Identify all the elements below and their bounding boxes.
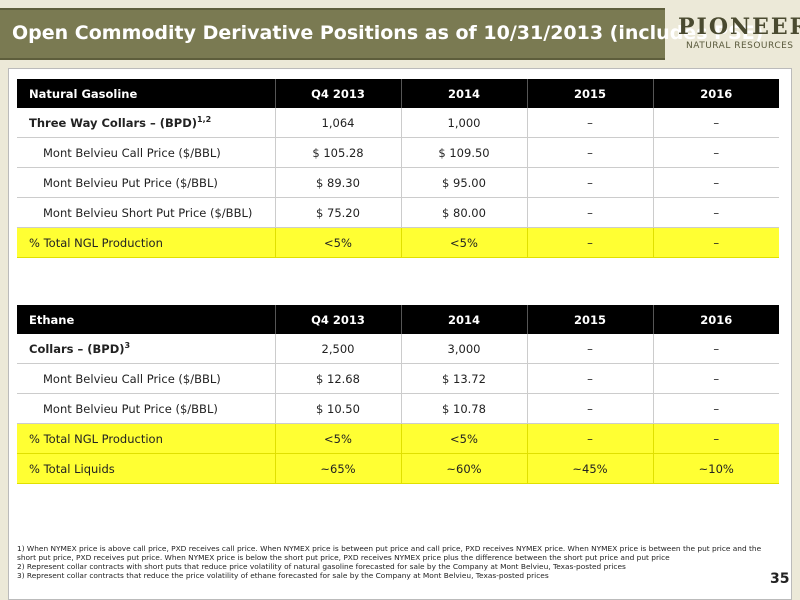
table-cell: –: [653, 363, 779, 394]
header-cell: 2016: [653, 305, 779, 334]
table-cell: $ 75.20: [275, 197, 402, 228]
table-cell: –: [653, 137, 779, 168]
row-label: Collars – (BPD)3: [17, 334, 276, 364]
table-cell: –: [653, 227, 779, 258]
table-cell: –: [527, 227, 654, 258]
footnote-ref: 3: [124, 341, 131, 351]
footnote: 3) Represent collar contracts that reduc…: [17, 571, 549, 580]
table-cell: –: [527, 423, 654, 454]
pioneer-logo: PIONEER NATURAL RESOURCES: [678, 14, 800, 58]
table-cell: ~10%: [653, 453, 779, 484]
slide-content: Natural Gasoline Q4 2013 2014 2015 2016 …: [8, 68, 792, 600]
table-cell: <5%: [401, 227, 528, 258]
row-label: Mont Belvieu Call Price ($/BBL): [17, 363, 276, 394]
table-row: Collars – (BPD)3 2,500 3,000 – –: [17, 334, 779, 364]
footnote-ref: 1,2: [197, 115, 212, 125]
table-cell: –: [527, 197, 654, 228]
row-label: Mont Belvieu Call Price ($/BBL): [17, 137, 276, 168]
logo-subtitle: NATURAL RESOURCES: [686, 41, 794, 51]
table-cell: <5%: [401, 423, 528, 454]
table-cell: –: [653, 108, 779, 138]
table-cell: 2,500: [275, 334, 402, 364]
table-cell: ~65%: [275, 453, 402, 484]
header-cell: Q4 2013: [275, 305, 402, 334]
header-cell: Ethane: [17, 305, 276, 334]
table-row: Mont Belvieu Short Put Price ($/BBL) $ 7…: [17, 197, 779, 228]
slide-header: Open Commodity Derivative Positions as o…: [0, 0, 800, 68]
table-cell: $ 80.00: [401, 197, 528, 228]
slide-title: Open Commodity Derivative Positions as o…: [12, 22, 764, 44]
table-cell: ~45%: [527, 453, 654, 484]
table-cell: $ 10.78: [401, 393, 528, 424]
header-cell: 2015: [527, 305, 654, 334]
table-cell: 1,064: [275, 108, 402, 138]
table-row: Mont Belvieu Put Price ($/BBL) $ 89.30 $…: [17, 167, 779, 198]
table-cell: –: [527, 334, 654, 364]
highlight-row: % Total NGL Production <5% <5% – –: [17, 227, 779, 258]
natural-gasoline-table: Natural Gasoline Q4 2013 2014 2015 2016 …: [17, 79, 779, 258]
logo-wordmark: PIONEER: [678, 14, 800, 40]
header-cell: 2016: [653, 79, 779, 108]
row-label: % Total NGL Production: [17, 227, 276, 258]
row-label: Mont Belvieu Put Price ($/BBL): [17, 393, 276, 424]
table-cell: –: [527, 363, 654, 394]
title-bar: Open Commodity Derivative Positions as o…: [0, 8, 763, 60]
highlight-row: % Total Liquids ~65% ~60% ~45% ~10%: [17, 453, 779, 484]
table-cell: –: [527, 393, 654, 424]
highlight-row: % Total NGL Production <5% <5% – –: [17, 423, 779, 454]
table-row: Three Way Collars – (BPD)1,2 1,064 1,000…: [17, 108, 779, 138]
header-cell: 2014: [401, 305, 528, 334]
table-cell: –: [527, 137, 654, 168]
header-cell: 2015: [527, 79, 654, 108]
table-cell: <5%: [275, 423, 402, 454]
table-header-row: Natural Gasoline Q4 2013 2014 2015 2016: [17, 79, 779, 108]
ethane-table: Ethane Q4 2013 2014 2015 2016 Collars – …: [17, 305, 779, 484]
footnote: 1) When NYMEX price is above call price,…: [17, 544, 762, 562]
header-cell: 2014: [401, 79, 528, 108]
header-cell: Q4 2013: [275, 79, 402, 108]
table-cell: $ 12.68: [275, 363, 402, 394]
table-row: Mont Belvieu Put Price ($/BBL) $ 10.50 $…: [17, 393, 779, 424]
table-cell: –: [653, 167, 779, 198]
table-cell: 1,000: [401, 108, 528, 138]
table-cell: –: [527, 108, 654, 138]
row-label: % Total Liquids: [17, 453, 276, 484]
table-cell: –: [527, 167, 654, 198]
table-cell: –: [653, 334, 779, 364]
table-cell: $ 13.72: [401, 363, 528, 394]
table-cell: $ 109.50: [401, 137, 528, 168]
page-number: 35: [770, 571, 790, 587]
row-label: Mont Belvieu Short Put Price ($/BBL): [17, 197, 276, 228]
header-cell: Natural Gasoline: [17, 79, 276, 108]
table-cell: ~60%: [401, 453, 528, 484]
footnotes: 1) When NYMEX price is above call price,…: [17, 544, 782, 580]
footnote: 2) Represent collar contracts with short…: [17, 562, 626, 571]
table-cell: $ 89.30: [275, 167, 402, 198]
table-cell: –: [653, 423, 779, 454]
row-label: Mont Belvieu Put Price ($/BBL): [17, 167, 276, 198]
row-label: Three Way Collars – (BPD)1,2: [17, 108, 276, 138]
table-cell: $ 105.28: [275, 137, 402, 168]
table-row: Mont Belvieu Call Price ($/BBL) $ 12.68 …: [17, 363, 779, 394]
table-cell: –: [653, 197, 779, 228]
table-header-row: Ethane Q4 2013 2014 2015 2016: [17, 305, 779, 334]
table-cell: $ 95.00: [401, 167, 528, 198]
row-label: % Total NGL Production: [17, 423, 276, 454]
table-cell: 3,000: [401, 334, 528, 364]
table-cell: $ 10.50: [275, 393, 402, 424]
table-cell: <5%: [275, 227, 402, 258]
table-cell: –: [653, 393, 779, 424]
table-row: Mont Belvieu Call Price ($/BBL) $ 105.28…: [17, 137, 779, 168]
